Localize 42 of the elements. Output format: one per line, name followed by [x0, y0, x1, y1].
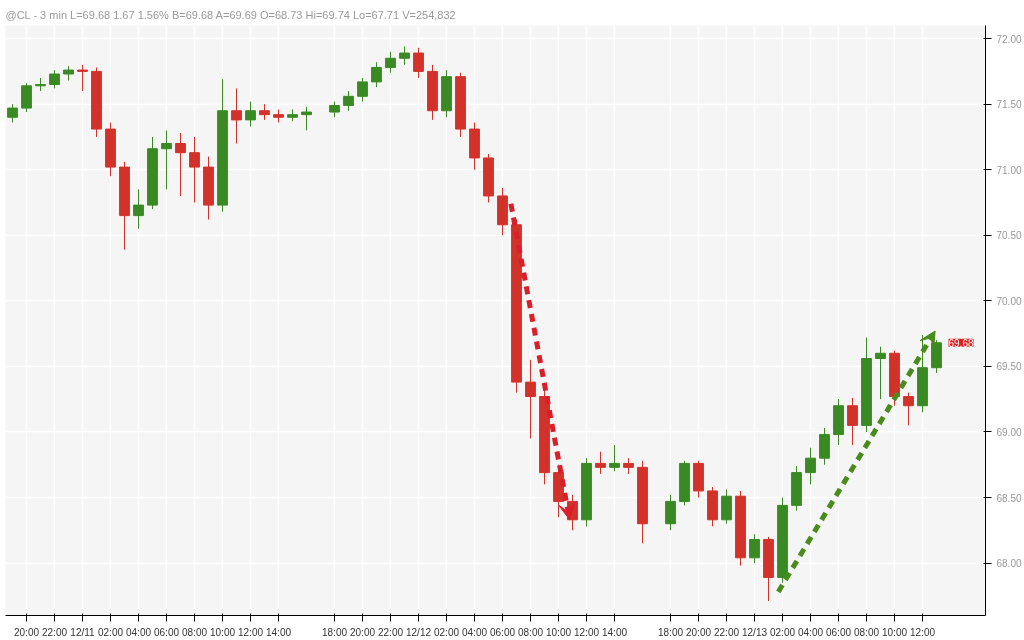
annotation: 69.68	[948, 337, 974, 349]
x-tick-label: 02:00	[769, 626, 796, 638]
x-tick-label: 08:00	[181, 626, 208, 638]
x-tick-label: 14:00	[601, 626, 628, 638]
y-tick-label: 68.00	[996, 558, 1022, 570]
y-tick-label: 70.50	[996, 230, 1022, 242]
x-tick-label: 10:00	[545, 626, 572, 638]
x-tick-label: 14:00	[265, 626, 292, 638]
y-tick-label: 71.50	[996, 99, 1022, 111]
y-tick-label: 70.00	[996, 295, 1022, 307]
x-tick-label: 10:00	[209, 626, 236, 638]
x-tick-label: 12/11	[70, 626, 96, 638]
x-tick-label: 06:00	[825, 626, 852, 638]
y-tick-label: 69.50	[996, 361, 1022, 373]
y-tick-label: 71.00	[996, 164, 1022, 176]
y-tick-label: 72.00	[996, 33, 1022, 45]
x-tick-label: 12/12	[405, 626, 432, 638]
x-tick-label: 04:00	[461, 626, 488, 638]
x-tick-label: 18:00	[321, 626, 348, 638]
x-tick-label: 12/13	[741, 626, 768, 638]
x-tick-label: 10:00	[881, 626, 908, 638]
x-tick-label: 12:00	[909, 626, 936, 638]
x-tick-label: 04:00	[125, 626, 152, 638]
x-tick-label: 20:00	[685, 626, 712, 638]
x-tick-label: 20:00	[13, 626, 40, 638]
x-tick-label: 06:00	[489, 626, 516, 638]
x-tick-label: 02:00	[97, 626, 124, 638]
x-tick-label: 08:00	[517, 626, 544, 638]
x-tick-label: 08:00	[853, 626, 880, 638]
y-tick-label: 69.00	[996, 426, 1022, 438]
x-tick-label: 12:00	[237, 626, 264, 638]
x-tick-label: 22:00	[41, 626, 68, 638]
x-tick-label: 22:00	[713, 626, 740, 638]
y-tick-label: 68.50	[996, 492, 1022, 504]
chart-title: @CL - 3 min L=69.68 1.67 1.56% B=69.68 A=69.69 O=68.73 Hi=69.74 Lo=67.71 V=254,832	[5, 8, 456, 21]
x-tick-label: 06:00	[153, 626, 180, 638]
x-tick-label: 02:00	[433, 626, 460, 638]
x-tick-label: 04:00	[797, 626, 824, 638]
x-tick-label: 22:00	[377, 626, 404, 638]
x-tick-label: 12:00	[573, 626, 600, 638]
x-tick-label: 18:00	[657, 626, 684, 638]
x-tick-label: 20:00	[349, 626, 376, 638]
